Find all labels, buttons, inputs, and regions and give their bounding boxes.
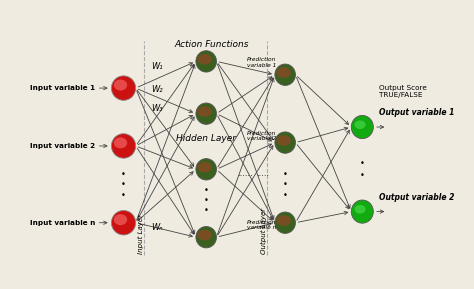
Ellipse shape xyxy=(111,210,136,235)
Text: Output Layer: Output Layer xyxy=(261,208,267,254)
Ellipse shape xyxy=(198,162,212,173)
Ellipse shape xyxy=(111,134,136,158)
Ellipse shape xyxy=(275,64,295,86)
Ellipse shape xyxy=(114,214,127,225)
Text: Hidden Layer: Hidden Layer xyxy=(176,134,236,143)
Ellipse shape xyxy=(198,54,212,64)
Text: Input variable 1: Input variable 1 xyxy=(30,85,95,91)
Text: Input variable 2: Input variable 2 xyxy=(30,143,95,149)
Text: Output Score
TRUE/FALSE: Output Score TRUE/FALSE xyxy=(379,85,427,98)
Ellipse shape xyxy=(198,106,212,117)
Ellipse shape xyxy=(196,227,217,248)
Text: Input Layer: Input Layer xyxy=(138,214,144,254)
Text: •
•
•: • • • xyxy=(121,170,126,200)
Ellipse shape xyxy=(355,121,365,129)
Text: •
•: • • xyxy=(360,159,365,180)
Text: Input variable n: Input variable n xyxy=(29,220,95,226)
Ellipse shape xyxy=(114,79,127,90)
Text: W₃: W₃ xyxy=(151,104,163,113)
Ellipse shape xyxy=(351,116,374,139)
Text: Prediction
variable 1: Prediction variable 1 xyxy=(246,57,276,68)
Text: Action Functions: Action Functions xyxy=(174,40,249,49)
Text: Prediction
variable 2: Prediction variable 2 xyxy=(246,131,276,141)
Ellipse shape xyxy=(196,51,217,72)
Ellipse shape xyxy=(196,103,217,124)
Text: Output variable 1: Output variable 1 xyxy=(379,108,454,117)
Text: .....: ..... xyxy=(256,169,270,178)
Text: Output variable 2: Output variable 2 xyxy=(379,193,454,202)
Text: W₁: W₁ xyxy=(151,62,163,71)
Ellipse shape xyxy=(351,200,374,223)
Text: W₂: W₂ xyxy=(151,85,163,94)
Ellipse shape xyxy=(275,212,295,234)
Ellipse shape xyxy=(196,159,217,180)
Text: •
•
•: • • • xyxy=(204,186,209,215)
Ellipse shape xyxy=(114,137,127,148)
Ellipse shape xyxy=(275,132,295,153)
Ellipse shape xyxy=(276,135,291,146)
Text: ......: ...... xyxy=(237,169,253,178)
Ellipse shape xyxy=(276,67,291,78)
Ellipse shape xyxy=(111,76,136,100)
Text: •
•
•: • • • xyxy=(283,170,288,200)
Text: Wₙ: Wₙ xyxy=(151,223,163,232)
Ellipse shape xyxy=(198,230,212,240)
Text: Prediction
variable n: Prediction variable n xyxy=(246,220,276,230)
Ellipse shape xyxy=(355,205,365,214)
Ellipse shape xyxy=(276,215,291,226)
